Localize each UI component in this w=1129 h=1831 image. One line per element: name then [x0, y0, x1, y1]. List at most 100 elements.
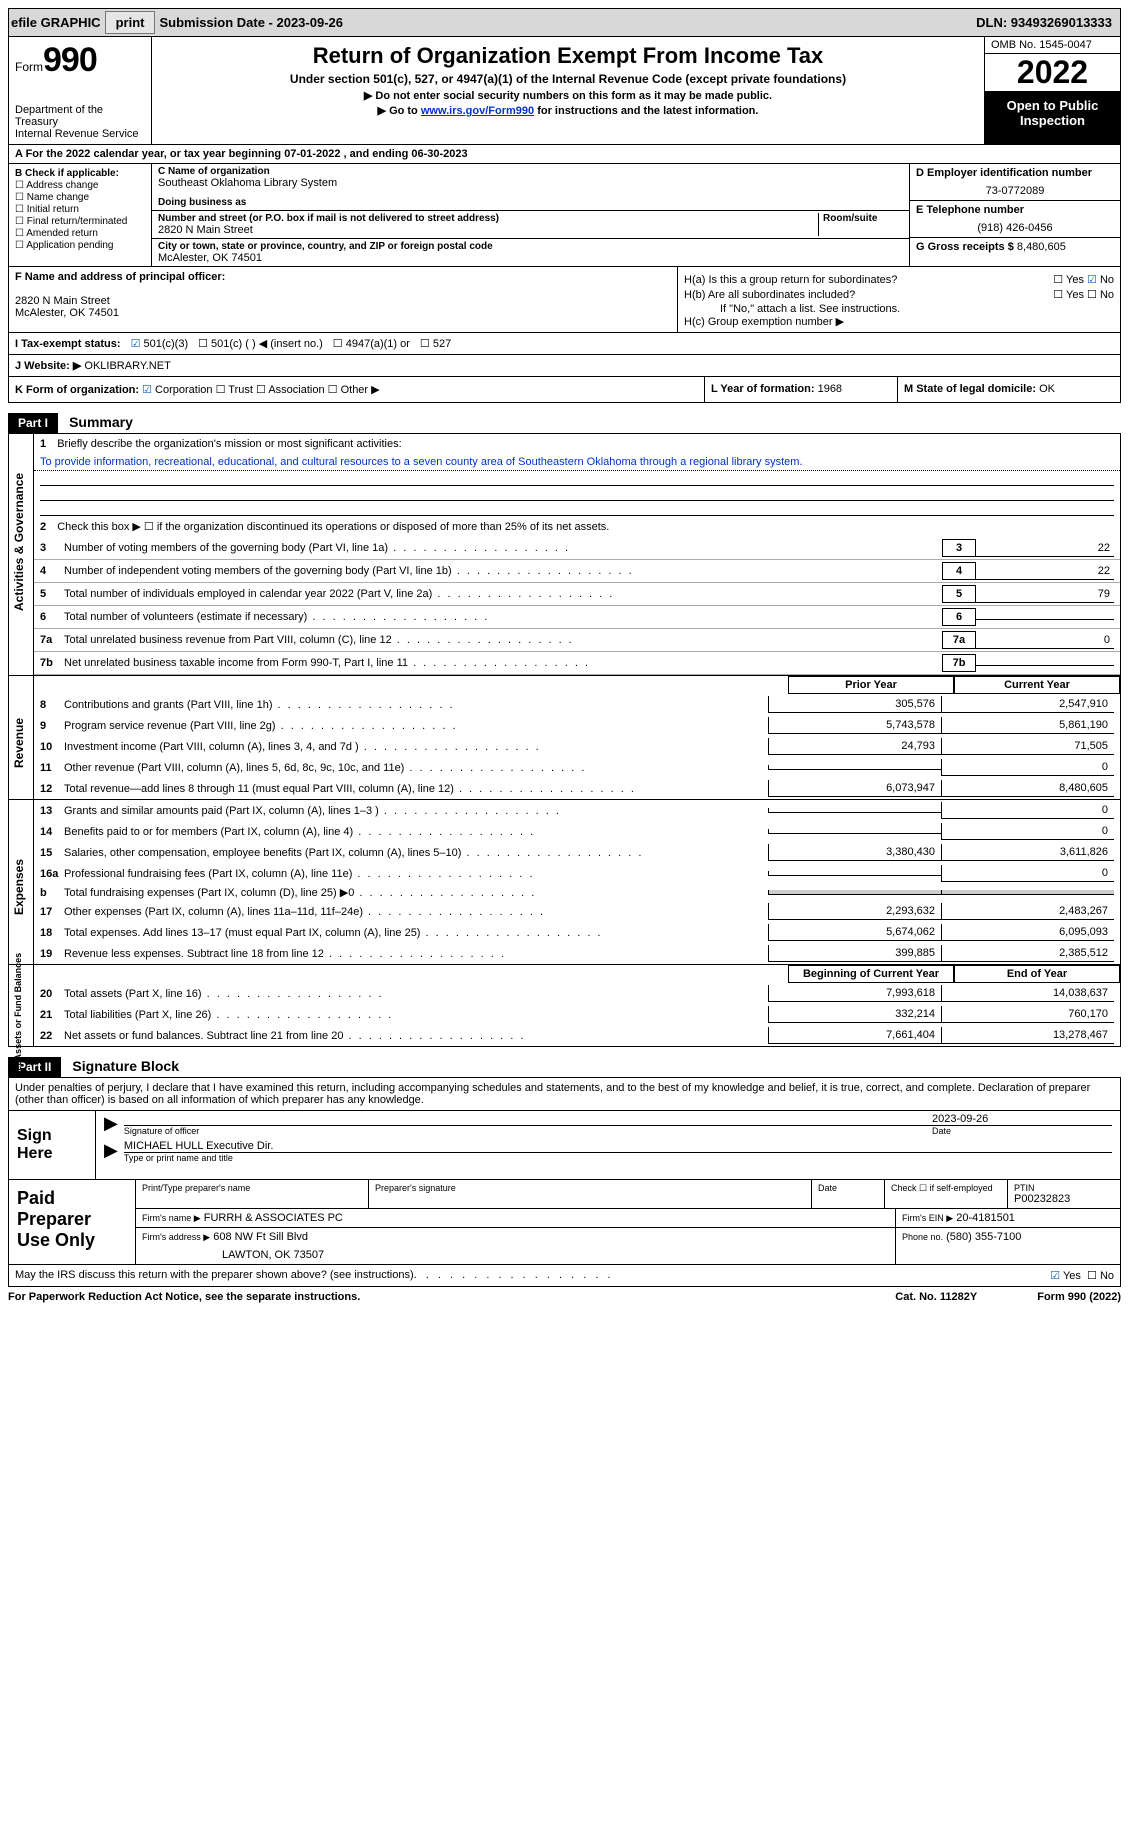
discuss-text: May the IRS discuss this return with the…	[15, 1269, 414, 1282]
city-label: City or town, state or province, country…	[158, 241, 903, 252]
discuss-row: May the IRS discuss this return with the…	[8, 1265, 1121, 1287]
blank-line	[40, 471, 1114, 486]
f-label: F Name and address of principal officer:	[15, 271, 671, 283]
irs-label: Internal Revenue Service	[15, 128, 145, 140]
tab-expenses: Expenses	[12, 827, 26, 947]
room-label: Room/suite	[823, 213, 903, 224]
print-button[interactable]: print	[105, 11, 156, 34]
firm-name: FURRH & ASSOCIATES PC	[204, 1212, 343, 1224]
print-name-label: Print/Type preparer's name	[142, 1183, 362, 1193]
ha-no[interactable]: No	[1087, 273, 1114, 286]
gov-line: 5Total number of individuals employed in…	[34, 583, 1120, 606]
col-prior: Prior Year	[788, 676, 954, 694]
hc-label: H(c) Group exemption number ▶	[684, 315, 1114, 328]
col-beginning: Beginning of Current Year	[788, 965, 954, 983]
data-line: 10Investment income (Part VIII, column (…	[34, 736, 1120, 757]
hb-yes[interactable]: Yes	[1053, 288, 1084, 301]
sig-arrow-icon: ▶	[104, 1140, 118, 1163]
self-employed-chk[interactable]: Check ☐ if self-employed	[891, 1183, 1001, 1194]
discuss-yes[interactable]: Yes	[1050, 1269, 1081, 1282]
part-i-governance: Activities & Governance 1 Briefly descri…	[8, 433, 1121, 676]
l2-label: Check this box ▶ ☐ if the organization d…	[57, 521, 609, 533]
cat-no: Cat. No. 11282Y	[895, 1291, 977, 1303]
chk-name-change[interactable]: Name change	[15, 192, 145, 203]
chk-other[interactable]: Other ▶	[328, 384, 380, 396]
tab-revenue: Revenue	[12, 683, 26, 803]
submission-date: Submission Date - 2023-09-26	[159, 15, 343, 30]
chk-trust[interactable]: Trust	[216, 384, 253, 396]
tab-netassets: Net Assets or Fund Balances	[13, 950, 23, 1080]
chk-501c[interactable]: 501(c) ( ) ◀ (insert no.)	[198, 337, 323, 350]
hb-note: If "No," attach a list. See instructions…	[684, 303, 1114, 315]
mission-text: To provide information, recreational, ed…	[34, 454, 1120, 471]
m-label: M State of legal domicile:	[904, 383, 1036, 395]
org-address: 2820 N Main Street	[158, 224, 818, 236]
header-left: Form 990 Department of the Treasury Inte…	[9, 37, 152, 144]
ptin-label: PTIN	[1014, 1183, 1114, 1193]
year-formation: 1968	[818, 383, 842, 395]
blank-line	[40, 501, 1114, 516]
chk-address-change[interactable]: Address change	[15, 180, 145, 191]
form-title: Return of Organization Exempt From Incom…	[160, 43, 976, 69]
data-line: 16aProfessional fundraising fees (Part I…	[34, 863, 1120, 884]
irs-link[interactable]: www.irs.gov/Form990	[421, 105, 534, 117]
sig-date-label: Date	[932, 1126, 1112, 1136]
gov-line: 6Total number of volunteers (estimate if…	[34, 606, 1120, 629]
header-right: OMB No. 1545-0047 2022 Open to Public In…	[984, 37, 1120, 144]
chk-pending[interactable]: Application pending	[15, 240, 145, 251]
data-line: 18Total expenses. Add lines 13–17 (must …	[34, 922, 1120, 943]
preparer-block: Paid Preparer Use Only Print/Type prepar…	[8, 1180, 1121, 1265]
part-i-hdr: Part I	[8, 413, 58, 433]
chk-assoc[interactable]: Association	[256, 384, 325, 396]
part-i-title: Summary	[61, 414, 133, 430]
chk-amended[interactable]: Amended return	[15, 228, 145, 239]
row-a-period: A For the 2022 calendar year, or tax yea…	[8, 145, 1121, 164]
officer-name: MICHAEL HULL Executive Dir.	[124, 1140, 1112, 1152]
tax-status-row: I Tax-exempt status: 501(c)(3) 501(c) ( …	[8, 333, 1121, 355]
ssn-warning: Do not enter social security numbers on …	[160, 89, 976, 102]
state-domicile: OK	[1039, 383, 1055, 395]
top-bar: efile GRAPHIC print Submission Date - 20…	[8, 8, 1121, 37]
chk-initial-return[interactable]: Initial return	[15, 204, 145, 215]
sig-officer-label: Signature of officer	[124, 1126, 932, 1136]
prep-date-label: Date	[818, 1183, 878, 1193]
ha-label: H(a) Is this a group return for subordin…	[684, 274, 1053, 286]
gov-line: 7bNet unrelated business taxable income …	[34, 652, 1120, 675]
i-label: I Tax-exempt status:	[15, 338, 121, 350]
chk-4947[interactable]: 4947(a)(1) or	[333, 337, 410, 350]
hb-no[interactable]: No	[1087, 288, 1114, 301]
chk-corp[interactable]: Corporation	[142, 384, 212, 396]
form-header: Form 990 Department of the Treasury Inte…	[8, 37, 1121, 145]
dept-label: Department of the Treasury	[15, 104, 145, 128]
l1-label: Briefly describe the organization's miss…	[57, 438, 401, 450]
col-c-org-info: C Name of organization Southeast Oklahom…	[152, 164, 910, 266]
sign-here-label: Sign Here	[9, 1111, 96, 1179]
firm-name-label: Firm's name ▶	[142, 1213, 201, 1223]
preparer-label: Paid Preparer Use Only	[9, 1180, 136, 1264]
gov-line: 4Number of independent voting members of…	[34, 560, 1120, 583]
gross-label: G Gross receipts $	[916, 241, 1014, 253]
goto-instr: ▶ Go to www.irs.gov/Form990 for instruct…	[160, 104, 976, 117]
f-addr2: McAlester, OK 74501	[15, 307, 671, 319]
col-b-checkboxes: B Check if applicable: Address change Na…	[9, 164, 152, 266]
tel-label: E Telephone number	[916, 204, 1114, 216]
tab-governance: Activities & Governance	[12, 491, 26, 611]
org-city: McAlester, OK 74501	[158, 252, 903, 264]
declaration-text: Under penalties of perjury, I declare th…	[8, 1077, 1121, 1111]
part-i-netassets: Net Assets or Fund Balances Beginning of…	[8, 965, 1121, 1047]
phone-label: Phone no.	[902, 1232, 943, 1242]
chk-527[interactable]: 527	[420, 337, 451, 350]
col-d-ein: D Employer identification number 73-0772…	[910, 164, 1120, 266]
dln-label: DLN: 93493269013333	[976, 15, 1112, 30]
gross-value: 8,480,605	[1017, 241, 1066, 253]
sign-here-block: Sign Here ▶ 2023-09-26 Signature of offi…	[8, 1111, 1121, 1180]
j-website-row: J Website: ▶ OKLIBRARY.NET	[8, 355, 1121, 377]
part-ii-title: Signature Block	[64, 1058, 179, 1074]
part-i-expenses: Expenses 13Grants and similar amounts pa…	[8, 800, 1121, 965]
gov-line: 7aTotal unrelated business revenue from …	[34, 629, 1120, 652]
data-line: 19Revenue less expenses. Subtract line 1…	[34, 943, 1120, 964]
chk-final-return[interactable]: Final return/terminated	[15, 216, 145, 227]
ha-yes[interactable]: Yes	[1053, 273, 1084, 286]
discuss-no[interactable]: No	[1087, 1269, 1114, 1282]
chk-501c3[interactable]: 501(c)(3)	[131, 337, 189, 350]
